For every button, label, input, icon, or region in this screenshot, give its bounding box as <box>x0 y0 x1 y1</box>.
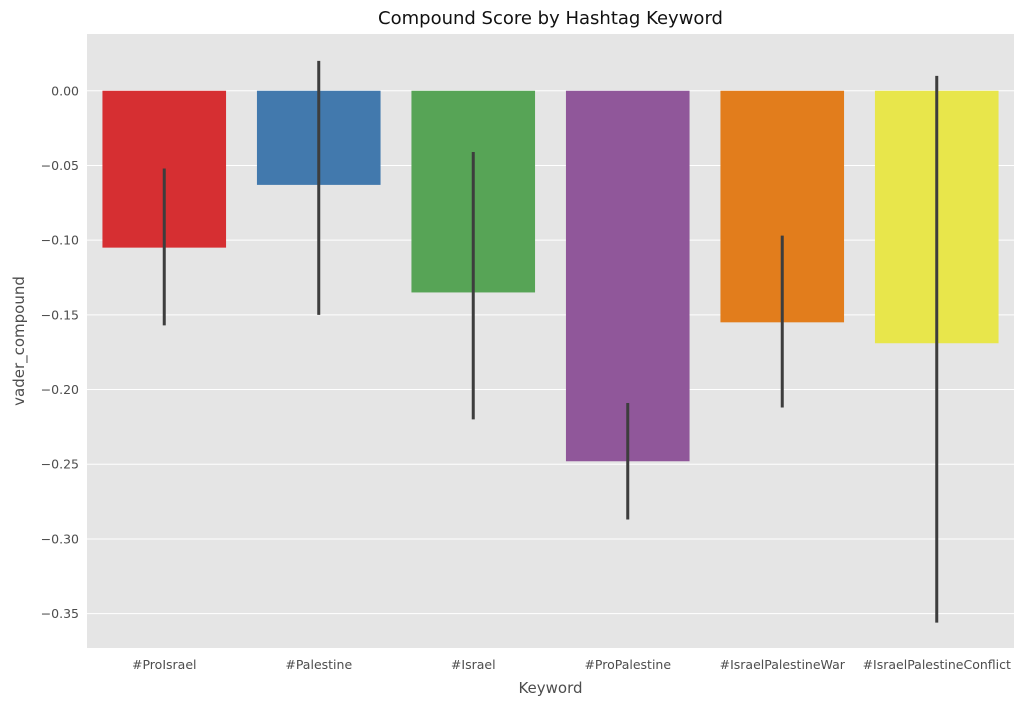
y-tick-label: −0.05 <box>41 158 79 173</box>
x-tick-labels: #ProIsrael #Palestine #Israel #ProPalestine… <box>132 657 1011 672</box>
gridlines <box>87 90 1014 615</box>
x-tick-label: #Israel <box>451 657 496 672</box>
y-axis-label: vader_compound <box>10 276 29 406</box>
x-axis-label: Keyword <box>518 679 582 697</box>
chart-title: Compound Score by Hashtag Keyword <box>378 8 723 29</box>
x-tick-label: #IsraelPalestineWar <box>720 657 846 672</box>
y-tick-label: −0.20 <box>41 382 79 397</box>
x-tick-label: #ProIsrael <box>132 657 196 672</box>
error-bars <box>162 60 939 623</box>
y-tick-label: 0.00 <box>51 83 79 98</box>
y-tick-label: −0.35 <box>41 606 79 621</box>
y-tick-label: −0.25 <box>41 457 79 472</box>
y-tick-label: −0.30 <box>41 531 79 546</box>
x-tick-label: #ProPalestine <box>584 657 671 672</box>
y-tick-label: −0.10 <box>41 233 79 248</box>
x-tick-label: #Palestine <box>285 657 352 672</box>
y-tick-label: −0.15 <box>41 307 79 322</box>
y-tick-labels: 0.00 −0.05 −0.10 −0.15 −0.20 −0.25 −0.30 −0.35 <box>41 83 79 621</box>
plot-area <box>87 34 1014 648</box>
x-tick-label: #IsraelPalestineConflict <box>863 657 1011 672</box>
bar <box>565 90 690 462</box>
